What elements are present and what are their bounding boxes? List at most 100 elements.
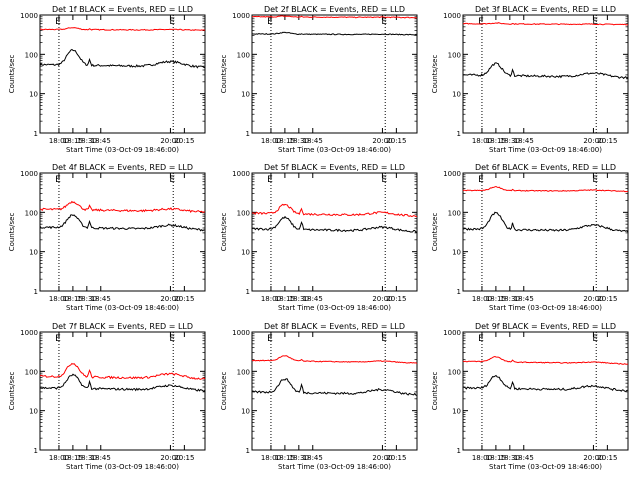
plot-frame: [251, 14, 418, 134]
x-tick-label: 18:30: [77, 137, 97, 145]
x-tick-label: 20:00: [372, 454, 392, 462]
y-tick-label: 10: [241, 249, 250, 257]
panel-9: Det 9f BLACK = Events, RED = LLD 1 10 100 10…: [431, 322, 629, 471]
y-tick-label: 1: [246, 130, 250, 138]
x-tick-label: 18:45: [303, 295, 323, 303]
x-axis-label: Start Time (03-Oct-09 18:46:00): [278, 304, 391, 312]
series-events-line: [39, 373, 206, 393]
y-tick-label: 10: [452, 408, 461, 416]
x-tick-label: 20:00: [372, 137, 392, 145]
x-tick-label: 18:45: [91, 137, 111, 145]
series-events-line: [251, 215, 418, 234]
x-tick-label: 18:00: [261, 137, 281, 145]
y-tick-label: 100: [448, 368, 461, 376]
y-tick-label: 1: [457, 447, 461, 455]
y-axis-label: Counts/sec: [8, 213, 16, 252]
x-axis-label: Start Time (03-Oct-09 18:46:00): [66, 463, 179, 471]
x-tick-label: 20:15: [597, 454, 617, 462]
x-tick-label: 18:45: [514, 137, 534, 145]
y-axis-label: Counts/sec: [220, 372, 228, 411]
x-tick-label: 18:15: [63, 454, 83, 462]
y-axis-label: Counts/sec: [220, 55, 228, 94]
x-tick-label: 18:00: [261, 295, 281, 303]
x-tick-label: 18:00: [261, 454, 281, 462]
y-tick-label: 100: [25, 368, 38, 376]
y-tick-label: 100: [237, 368, 250, 376]
e-marker: E: [267, 17, 273, 27]
x-tick-label: 18:45: [514, 295, 534, 303]
series-events-line: [251, 378, 418, 396]
x-tick-label: 20:15: [597, 137, 617, 145]
x-axis-label: Start Time (03-Oct-09 18:46:00): [489, 463, 602, 471]
x-axis-label: Start Time (03-Oct-09 18:46:00): [278, 146, 391, 154]
e-marker: E: [478, 17, 484, 27]
panel-7: Det 7f BLACK = Events, RED = LLD 1 10 100 10…: [8, 322, 206, 471]
series-lld-line: [462, 355, 629, 365]
y-tick-label: 100: [237, 209, 250, 217]
y-axis-label: Counts/sec: [8, 372, 16, 411]
x-axis-label: Start Time (03-Oct-09 18:46:00): [278, 463, 391, 471]
series-events-line: [462, 211, 629, 233]
x-tick-label: 20:00: [372, 295, 392, 303]
x-tick-label: 18:15: [275, 295, 295, 303]
x-tick-label: 20:00: [583, 137, 603, 145]
series-events-line: [462, 62, 629, 80]
y-tick-label: 1000: [20, 12, 38, 20]
e-marker: E: [592, 17, 598, 27]
plot-frame: [462, 331, 629, 451]
plot-frame: [39, 14, 206, 134]
x-axis-label: Start Time (03-Oct-09 18:46:00): [66, 146, 179, 154]
y-tick-label: 10: [29, 249, 38, 257]
y-tick-label: 100: [237, 51, 250, 59]
x-tick-label: 18:15: [486, 295, 506, 303]
x-tick-label: 18:30: [500, 454, 520, 462]
x-tick-label: 20:15: [597, 295, 617, 303]
x-tick-label: 18:45: [303, 454, 323, 462]
e-marker: E: [592, 334, 598, 344]
x-tick-label: 20:15: [174, 454, 194, 462]
y-tick-label: 1: [34, 288, 38, 296]
y-axis-label: Counts/sec: [431, 55, 439, 94]
y-axis-label: Counts/sec: [220, 213, 228, 252]
e-marker: E: [381, 175, 387, 185]
y-tick-label: 1000: [20, 170, 38, 178]
x-tick-label: 18:30: [289, 295, 309, 303]
y-tick-label: 100: [25, 209, 38, 217]
panel-title: Det 7f BLACK = Events, RED = LLD: [52, 322, 193, 331]
x-tick-label: 18:30: [500, 295, 520, 303]
series-lld-line: [251, 15, 418, 19]
y-axis-label: Counts/sec: [431, 372, 439, 411]
x-tick-label: 18:30: [500, 137, 520, 145]
x-tick-label: 20:15: [386, 454, 406, 462]
series-events-line: [251, 31, 417, 36]
e-marker: E: [381, 17, 387, 27]
e-marker: E: [169, 175, 175, 185]
e-marker: E: [169, 17, 175, 27]
series-lld-line: [251, 355, 418, 364]
y-tick-label: 10: [241, 408, 250, 416]
panel-8: Det 8f BLACK = Events, RED = LLD 1 10 100 10…: [220, 322, 418, 471]
x-tick-label: 18:00: [49, 454, 69, 462]
y-tick-label: 100: [448, 209, 461, 217]
panel-4: Det 4f BLACK = Events, RED = LLD 1 10 100 10…: [8, 163, 206, 312]
plot-frame: [462, 14, 629, 134]
y-tick-label: 100: [448, 51, 461, 59]
y-tick-label: 1: [457, 288, 461, 296]
x-axis-label: Start Time (03-Oct-09 18:46:00): [66, 304, 179, 312]
y-tick-label: 1000: [20, 329, 38, 337]
series-events-line: [462, 374, 629, 393]
x-tick-label: 18:15: [63, 137, 83, 145]
e-marker: E: [55, 334, 61, 344]
x-tick-label: 18:45: [303, 137, 323, 145]
x-tick-label: 18:45: [514, 454, 534, 462]
panel-3: Det 3f BLACK = Events, RED = LLD 1 10 100 10…: [431, 5, 629, 154]
x-axis-label: Start Time (03-Oct-09 18:46:00): [489, 304, 602, 312]
x-tick-label: 18:15: [275, 137, 295, 145]
x-tick-label: 18:15: [486, 454, 506, 462]
x-axis-label: Start Time (03-Oct-09 18:46:00): [489, 146, 602, 154]
y-tick-label: 1: [457, 130, 461, 138]
e-marker: E: [55, 17, 61, 27]
y-tick-label: 1: [246, 447, 250, 455]
x-tick-label: 20:15: [174, 295, 194, 303]
